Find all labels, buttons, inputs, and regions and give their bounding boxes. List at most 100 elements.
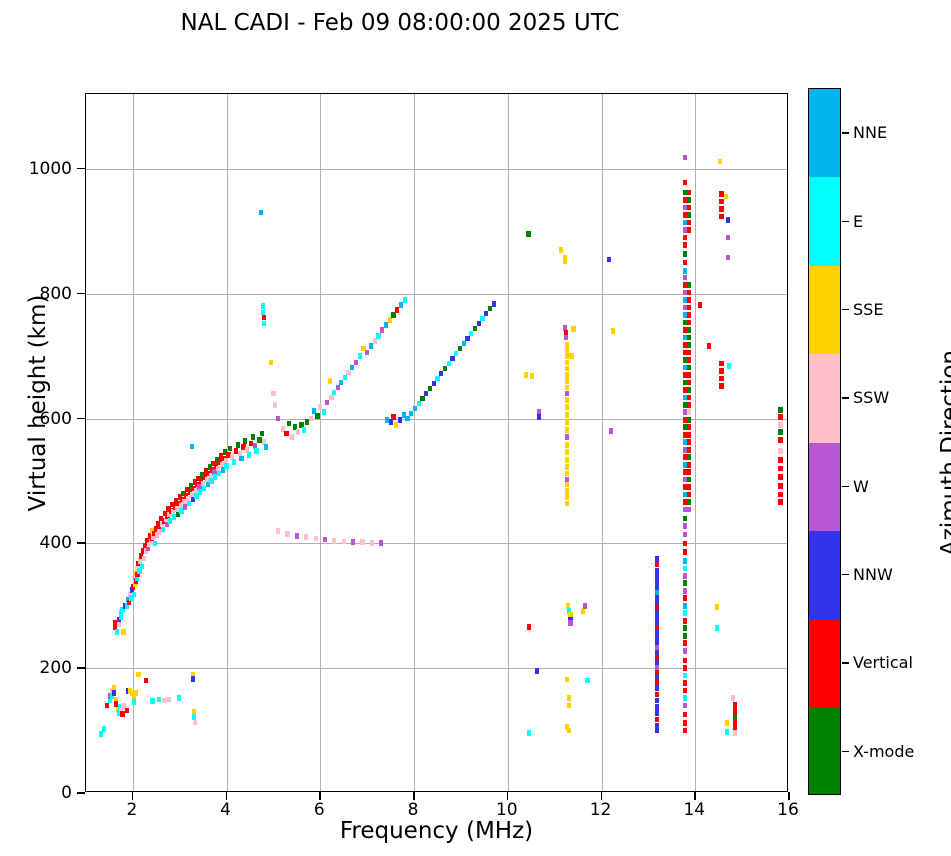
colorbar-segment-w[interactable] bbox=[809, 442, 840, 531]
echo-point bbox=[108, 697, 113, 704]
x-axis-tick-mark bbox=[506, 792, 509, 800]
echo-point bbox=[280, 426, 285, 432]
echo-point bbox=[246, 451, 252, 458]
echo-point bbox=[174, 506, 179, 512]
gridline-horizontal bbox=[86, 543, 787, 545]
echo-point bbox=[564, 353, 569, 359]
colorbar-segment-nnw[interactable] bbox=[809, 530, 840, 620]
echo-point bbox=[185, 486, 190, 493]
echo-point bbox=[526, 230, 531, 237]
echo-point bbox=[682, 647, 688, 654]
echo-point bbox=[145, 545, 150, 552]
echo-point bbox=[686, 297, 691, 303]
echo-point bbox=[686, 491, 691, 498]
echo-point bbox=[654, 685, 659, 691]
echo-point bbox=[261, 303, 266, 309]
echo-point bbox=[176, 695, 181, 701]
colorbar-segment-vertical[interactable] bbox=[809, 619, 840, 708]
echo-point bbox=[682, 259, 688, 266]
colorbar-tick-mark bbox=[842, 132, 849, 134]
echo-point bbox=[682, 416, 688, 423]
echo-point bbox=[686, 476, 691, 483]
echo-point bbox=[682, 227, 688, 233]
echo-point bbox=[682, 595, 688, 602]
x-axis-label: Frequency (MHz) bbox=[339, 818, 534, 844]
echo-point bbox=[318, 404, 323, 411]
echo-point bbox=[682, 189, 688, 196]
colorbar-segment-x-mode[interactable] bbox=[809, 707, 840, 794]
echo-point bbox=[682, 250, 688, 257]
echo-point bbox=[564, 411, 569, 418]
echo-point bbox=[568, 616, 573, 623]
echo-point bbox=[261, 309, 266, 316]
echo-point bbox=[237, 450, 242, 457]
echo-point bbox=[682, 680, 688, 686]
echo-point bbox=[435, 375, 440, 382]
echo-point bbox=[686, 424, 691, 431]
echo-point bbox=[305, 419, 310, 426]
azimuth-colorbar[interactable] bbox=[808, 88, 841, 795]
echo-point bbox=[130, 584, 135, 590]
echo-point bbox=[564, 476, 569, 483]
echo-point bbox=[654, 595, 659, 602]
echo-point bbox=[534, 668, 539, 675]
echo-point bbox=[357, 353, 362, 359]
echo-point bbox=[118, 614, 123, 620]
echo-point bbox=[342, 374, 347, 381]
x-axis-tick-mark bbox=[600, 792, 603, 800]
echo-point bbox=[112, 620, 118, 627]
echo-point bbox=[564, 434, 569, 441]
echo-point bbox=[313, 535, 318, 542]
echo-point bbox=[523, 372, 528, 378]
colorbar-segment-e[interactable] bbox=[809, 177, 840, 266]
echo-point bbox=[654, 590, 659, 597]
echo-point bbox=[114, 629, 120, 635]
echo-point bbox=[686, 327, 691, 333]
echo-point bbox=[239, 455, 244, 462]
echo-point bbox=[686, 282, 691, 288]
echo-point bbox=[223, 458, 228, 464]
echo-point bbox=[725, 720, 730, 726]
echo-point bbox=[294, 533, 299, 539]
echo-point bbox=[212, 469, 217, 475]
echo-point bbox=[181, 490, 186, 497]
echo-point bbox=[379, 539, 384, 546]
echo-point bbox=[536, 409, 541, 416]
echo-point bbox=[405, 415, 410, 422]
echo-point bbox=[372, 338, 377, 344]
echo-point bbox=[724, 193, 729, 200]
echo-point bbox=[129, 690, 135, 696]
echo-point bbox=[608, 428, 613, 434]
echo-point bbox=[732, 730, 737, 736]
echo-point bbox=[686, 304, 691, 311]
echo-point bbox=[465, 335, 470, 342]
plot-area[interactable] bbox=[85, 93, 788, 792]
echo-point bbox=[682, 549, 688, 555]
echo-point bbox=[188, 483, 194, 489]
echo-point bbox=[682, 431, 688, 438]
y-axis-tick-mark bbox=[77, 167, 85, 170]
echo-point bbox=[308, 415, 314, 422]
echo-point bbox=[682, 204, 688, 211]
echo-point bbox=[454, 350, 459, 357]
colorbar-segment-sse[interactable] bbox=[809, 265, 840, 355]
echo-point bbox=[654, 645, 659, 651]
echo-point bbox=[207, 464, 212, 471]
echo-point bbox=[186, 495, 191, 502]
echo-point bbox=[189, 443, 194, 450]
echo-point bbox=[179, 508, 184, 514]
echo-point bbox=[233, 448, 239, 454]
y-axis-tick-label: 800 bbox=[39, 283, 72, 304]
echo-point bbox=[778, 483, 783, 489]
echo-point bbox=[654, 574, 659, 580]
echo-point bbox=[302, 426, 307, 433]
echo-point bbox=[778, 499, 783, 505]
y-axis-tick-mark bbox=[77, 292, 85, 295]
echo-point bbox=[682, 573, 688, 579]
echo-point bbox=[121, 629, 126, 635]
colorbar-segment-nne[interactable] bbox=[809, 89, 840, 178]
echo-point bbox=[568, 611, 573, 618]
colorbar-segment-ssw[interactable] bbox=[809, 354, 840, 443]
y-axis-tick-label: 1000 bbox=[28, 158, 72, 179]
echo-point bbox=[186, 500, 192, 507]
